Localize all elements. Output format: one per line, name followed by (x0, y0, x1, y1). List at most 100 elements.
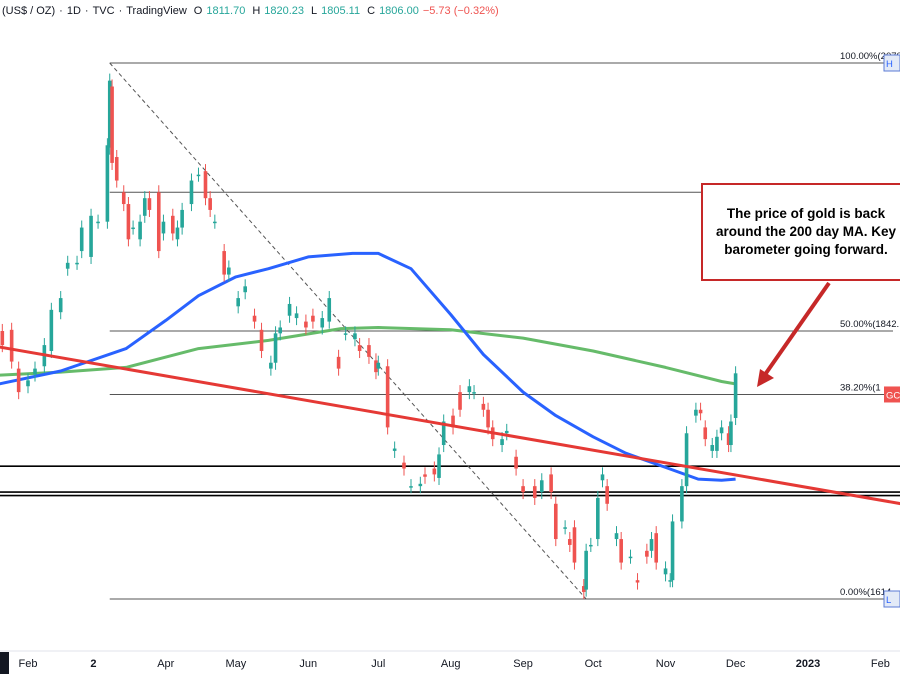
candle-body (175, 227, 180, 240)
fib-diagonal-line (109, 62, 587, 600)
level-tag-text: L (886, 595, 891, 606)
candle-body (409, 486, 413, 488)
candle-body (619, 539, 623, 563)
candle-body (472, 392, 476, 394)
candle-body (126, 204, 131, 240)
candle-body (273, 333, 278, 363)
candle-body (481, 403, 486, 410)
candle-body (374, 360, 378, 373)
candle-body (458, 392, 462, 410)
candle-body (170, 215, 175, 234)
candle-body (75, 262, 79, 265)
candle-body (418, 483, 423, 487)
candle-body (385, 366, 390, 428)
candle-body (645, 550, 649, 557)
candle-body (33, 368, 37, 375)
x-axis-tick-label: Dec (726, 658, 746, 670)
candle-body (294, 313, 299, 319)
candle-body (668, 580, 673, 582)
candle-body (105, 145, 110, 222)
candle-body (243, 286, 247, 293)
candle-body (539, 480, 544, 493)
candle-body (402, 462, 406, 469)
candle-body (236, 298, 240, 307)
low-value: 1805.11 (321, 5, 361, 17)
fib-level-label: 100.00%(2070 (840, 51, 900, 62)
callout-arrowhead (757, 369, 774, 387)
candle-body (614, 533, 619, 540)
candle-body (582, 586, 586, 592)
candle-body (521, 486, 525, 493)
fib-level-label: 0.00%(1614 (840, 587, 891, 598)
candle-body (9, 329, 14, 362)
trendline (0, 345, 900, 506)
candle-body (733, 373, 738, 418)
candle-body (213, 221, 217, 224)
tradingview-logo (0, 652, 9, 674)
candle-body (605, 486, 609, 504)
candle-body (353, 333, 357, 340)
candle-body (189, 180, 194, 205)
candle-body (156, 192, 161, 252)
candle-body (208, 198, 212, 210)
fib-level-label: 38.20%(1 (840, 382, 881, 393)
candle-body (719, 427, 724, 434)
candle-body (549, 474, 553, 493)
candle-body (532, 486, 537, 498)
x-axis-tick-label: Jul (371, 658, 385, 670)
candle-body (96, 221, 100, 224)
level-price-tag (884, 386, 900, 403)
open-key: O (193, 5, 203, 17)
annotation-callout: The price of gold is back around the 200… (701, 183, 900, 281)
candle-body (304, 321, 308, 328)
candle-body (376, 362, 381, 369)
candle-body (572, 527, 577, 563)
candle-body (65, 262, 70, 269)
candle-body (715, 436, 719, 451)
source-label: TVC (92, 5, 115, 17)
candle-body (180, 209, 184, 228)
candle-body (423, 474, 427, 477)
candle-body (432, 468, 437, 475)
open-value: 1811.70 (206, 5, 246, 17)
candle-body (451, 415, 455, 428)
high-value: 1820.23 (264, 5, 305, 17)
interval-label[interactable]: 1D (66, 5, 81, 17)
candle-body (635, 580, 640, 583)
candle-body (131, 227, 135, 230)
candle-body (600, 474, 605, 481)
candle-body (142, 198, 147, 216)
candle-body (441, 421, 446, 446)
candle-body (107, 80, 112, 148)
candle-body (596, 497, 600, 540)
candle-body (203, 171, 208, 199)
symbol-label[interactable]: (US$ / OZ) (2, 5, 56, 17)
callout-arrow (762, 281, 831, 378)
candle-body (486, 409, 490, 428)
candle-body (252, 315, 257, 322)
change-value: −5.73 (−0.32%) (422, 5, 499, 17)
candle-body (278, 327, 283, 334)
x-axis-tick-label: Sep (513, 658, 533, 670)
header-separator: · (84, 5, 89, 17)
candle-body (703, 427, 708, 440)
callout-text: The price of gold is back around the 200… (715, 206, 897, 257)
candle-body (500, 439, 504, 446)
x-axis-tick-label: Jun (299, 658, 317, 670)
candle-body (654, 533, 659, 563)
candle-body (392, 448, 397, 451)
candle-body (553, 503, 558, 540)
candle-body (89, 215, 93, 257)
candle-body (320, 318, 325, 328)
candle-body (710, 445, 715, 451)
candle-body (514, 456, 518, 469)
x-axis-tick-label: Aug (441, 658, 461, 670)
candle-body (563, 527, 567, 529)
x-axis-tick-label: May (225, 658, 246, 670)
candle-body (287, 303, 292, 316)
candle-body (729, 421, 733, 446)
candle-body (680, 486, 684, 522)
platform-label: TradingView (126, 5, 187, 17)
candle-body (357, 345, 362, 351)
